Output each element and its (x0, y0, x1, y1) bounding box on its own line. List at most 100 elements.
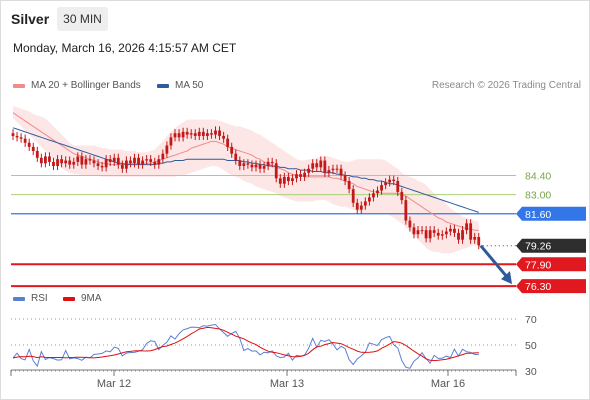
candle-body (355, 202, 359, 210)
level-tag-pivot (516, 206, 586, 221)
candle-body (404, 200, 408, 221)
candle-body (210, 133, 213, 135)
candle-body (315, 163, 319, 168)
candle-body (234, 153, 238, 161)
candle-body (331, 168, 335, 171)
candle-body (15, 135, 19, 138)
candle-body (440, 234, 444, 236)
candle-body (392, 179, 396, 182)
level-tag-last (516, 238, 586, 253)
candle-body (250, 164, 254, 168)
candle-body (363, 201, 367, 206)
candle-body (72, 161, 76, 165)
candle-body (457, 232, 460, 240)
candle-body (343, 175, 347, 182)
candle-body (351, 189, 355, 203)
candle-body (197, 131, 201, 136)
level-label: 77.90 (525, 259, 551, 271)
candle-body (177, 133, 181, 138)
candle-body (238, 160, 242, 166)
candle-body (258, 164, 262, 169)
ma50-line (12, 127, 479, 213)
legend-ma20: MA 20 + Bollinger Bands (13, 80, 141, 91)
candle-body (278, 178, 282, 184)
candle-body (416, 230, 420, 235)
candle-body (428, 230, 432, 239)
candle-body (104, 159, 108, 168)
candle-body (384, 182, 387, 186)
candle-body (242, 163, 246, 166)
candle-body (303, 172, 306, 177)
candle-body (39, 157, 43, 164)
candle-body (246, 163, 250, 165)
candle-body (100, 165, 104, 168)
candle-body (141, 160, 144, 165)
candle-body (230, 146, 234, 154)
projection-arrow-head (501, 271, 512, 285)
candle-body (282, 176, 286, 184)
legend-ma9: 9MA (63, 293, 102, 304)
candle-body (125, 160, 128, 169)
candle-body (23, 138, 27, 143)
legend-ma9-label: 9MA (81, 293, 102, 304)
candle-body (64, 160, 68, 164)
candle-body (35, 150, 39, 158)
candle-body (254, 164, 258, 168)
rsi-tick-label: 30 (525, 366, 537, 378)
candle-body (76, 156, 80, 162)
rsi-tick-label: 70 (525, 314, 537, 326)
candle-body (444, 231, 448, 235)
candle-body (408, 220, 412, 228)
candle-body (327, 170, 331, 173)
level-label: 84.40 (525, 171, 551, 183)
candle-body (469, 223, 473, 240)
legend-rsi-label: RSI (31, 293, 48, 304)
candle-body (453, 228, 456, 233)
symbol-title: Silver (11, 11, 50, 27)
candle-body (96, 163, 100, 166)
candle-body (133, 157, 136, 164)
candle-body (137, 157, 140, 165)
candle-body (319, 160, 323, 168)
candle-body (222, 135, 225, 139)
level-label: 76.30 (525, 281, 551, 293)
candle-body (287, 176, 290, 182)
rsi-line (12, 323, 479, 369)
candle-body (465, 223, 468, 231)
x-tick-label: Mar 13 (270, 378, 304, 390)
candle-body (274, 163, 278, 179)
candle-body (52, 161, 55, 166)
candle-body (299, 174, 302, 177)
candle-body (129, 160, 132, 164)
level-label: 83.00 (525, 190, 551, 202)
candle-body (380, 185, 383, 191)
candle-body (153, 161, 157, 165)
candle-body (68, 160, 72, 165)
candle-body (19, 137, 23, 139)
candle-body (424, 230, 428, 239)
timeframe-button[interactable]: 30 MIN (57, 7, 108, 31)
candle-body (149, 159, 153, 162)
candle-body (323, 160, 327, 173)
candle-body (436, 232, 440, 236)
candle-body (335, 168, 339, 170)
candle-body (372, 193, 375, 198)
candle-body (214, 130, 217, 135)
candle-body (31, 146, 35, 151)
candle-body (112, 157, 116, 162)
legend-ma50: MA 50 (157, 80, 203, 91)
legend-ma20-label: MA 20 + Bollinger Bands (31, 80, 141, 91)
candle-body (60, 159, 63, 164)
level-tag-support (516, 279, 586, 294)
candle-body (477, 236, 481, 246)
candle-body (347, 181, 351, 190)
candle-body (56, 159, 59, 166)
level-tag-support (516, 257, 586, 272)
candle-body (206, 133, 209, 136)
candle-body (108, 159, 112, 162)
candle-body (368, 197, 371, 202)
rsi-swatch (13, 296, 25, 301)
credit-label: Research © 2026 Trading Central (431, 80, 581, 91)
candle-body (412, 227, 416, 235)
